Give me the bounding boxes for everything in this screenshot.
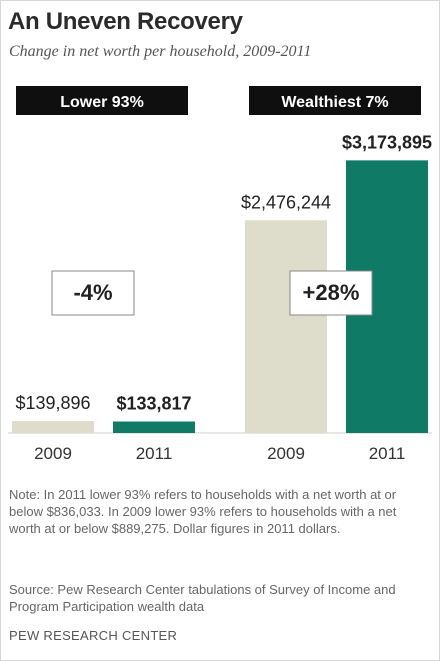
data-label: $139,896	[15, 393, 90, 413]
change-callout-label: -4%	[73, 280, 112, 305]
bar	[12, 420, 94, 433]
chart-subtitle: Change in net worth per household, 2009-…	[9, 43, 312, 60]
chart-source: Source: Pew Research Center tabulations …	[9, 582, 396, 614]
bar	[113, 421, 195, 433]
data-label: $3,173,895	[342, 132, 432, 152]
chart-note: Note: In 2011 lower 93% refers to househ…	[9, 487, 397, 536]
tick-label: 2011	[136, 444, 173, 463]
change-callout-box	[51, 270, 135, 316]
group-header-bg	[16, 86, 188, 115]
tick-label: 2009	[34, 444, 72, 463]
org-credit: PEW RESEARCH CENTER	[9, 628, 178, 643]
data-label: $2,476,244	[241, 192, 331, 212]
change-callout-box	[289, 270, 373, 316]
group-header-bg	[249, 86, 421, 115]
bar-chart: Lower 93% $139,896 2009 $133,817 2011 -4% Weal…	[8, 86, 432, 463]
bar	[245, 220, 327, 433]
group-header-label: Wealthiest 7%	[281, 94, 388, 111]
change-callout-label: +28%	[303, 280, 360, 305]
tick-label: 2011	[369, 444, 406, 463]
data-label: $133,817	[116, 394, 191, 414]
group-header-label: Lower 93%	[60, 94, 144, 111]
tick-label: 2009	[267, 444, 305, 463]
chart-title: An Uneven Recovery	[8, 8, 243, 35]
